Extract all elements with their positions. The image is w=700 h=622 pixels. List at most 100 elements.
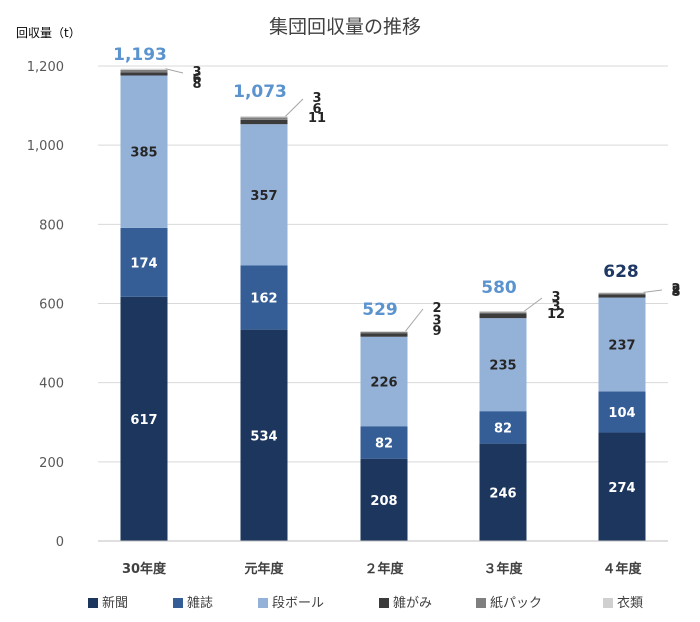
bar-total-label: 1,193 bbox=[113, 45, 167, 65]
legend-label: 衣類 bbox=[617, 595, 643, 611]
legend-label: 段ボール bbox=[272, 596, 324, 611]
x-tick-label: ４年度 bbox=[602, 561, 642, 577]
bar-value-label: 3 bbox=[671, 285, 680, 300]
bar-value-label: 12 bbox=[547, 307, 565, 322]
bar-value-label: 82 bbox=[494, 421, 512, 436]
y-tick-label: 400 bbox=[39, 377, 64, 392]
legend-swatch bbox=[603, 598, 613, 608]
legend-swatch bbox=[476, 598, 486, 608]
bar-segment bbox=[240, 329, 288, 541]
y-tick-label: 0 bbox=[56, 535, 64, 550]
bar-value-label: 274 bbox=[608, 481, 635, 496]
bar-value-label: 235 bbox=[489, 359, 516, 374]
bar-value-label: 208 bbox=[370, 494, 397, 509]
bar-segment bbox=[360, 332, 408, 334]
bar-value-label: 3 bbox=[551, 300, 560, 315]
bar-value-label: 385 bbox=[130, 146, 157, 161]
bar-value-label: 3 bbox=[551, 290, 560, 305]
bar-total-label: 1,073 bbox=[233, 82, 287, 102]
bar-segment bbox=[120, 68, 168, 70]
leader-line bbox=[524, 297, 543, 312]
bar-segment bbox=[598, 297, 646, 392]
bar-segment bbox=[479, 411, 527, 444]
bar-total-label: 580 bbox=[481, 278, 517, 298]
bar-value-label: 6 bbox=[192, 72, 201, 87]
legend-label: 新聞 bbox=[102, 595, 128, 611]
bar-value-label: 162 bbox=[250, 292, 277, 307]
chart-title: 集団回収量の推移 bbox=[269, 16, 421, 38]
bar-value-label: 237 bbox=[608, 338, 635, 353]
bar-segment bbox=[479, 311, 527, 313]
leader-line bbox=[165, 68, 184, 74]
bar-value-label: 8 bbox=[671, 285, 680, 300]
legend-swatch bbox=[379, 598, 389, 608]
bar-segment bbox=[360, 336, 408, 427]
bar-segment bbox=[120, 296, 168, 541]
bar-segment bbox=[598, 432, 646, 541]
bar-value-label: 3 bbox=[312, 91, 321, 106]
bar-value-label: 3 bbox=[192, 65, 201, 80]
x-tick-label: 30年度 bbox=[122, 561, 167, 577]
bar-value-label: 2 bbox=[671, 282, 680, 297]
y-tick-label: 200 bbox=[39, 456, 64, 471]
leader-line bbox=[643, 289, 663, 293]
bar-value-label: 534 bbox=[250, 429, 277, 444]
bar-segment bbox=[598, 292, 646, 294]
bar-segment bbox=[240, 119, 288, 125]
bar-total-label: 529 bbox=[362, 300, 398, 320]
data-labels: 6171743853681,19353416235736111,07320882… bbox=[113, 45, 680, 509]
x-tick-label: ３年度 bbox=[483, 561, 523, 577]
legend-label: 雑がみ bbox=[393, 595, 432, 611]
bar-value-label: 226 bbox=[370, 375, 397, 390]
bar-value-label: 11 bbox=[308, 111, 326, 126]
bar-segment bbox=[360, 426, 408, 459]
leader-line bbox=[405, 308, 424, 332]
bar-value-label: 82 bbox=[375, 436, 393, 451]
x-tick-label: ２年度 bbox=[364, 561, 404, 577]
axes: 0 200 400 600 800 1,000 1,200 30年度 元年度 ２年度 ３年度 ４年度 bbox=[27, 60, 668, 577]
y-axis-label: 回収量（t） bbox=[16, 26, 81, 40]
bar-value-label: 617 bbox=[130, 413, 157, 428]
legend-label: 雑誌 bbox=[187, 595, 213, 611]
x-tick-label: 元年度 bbox=[244, 561, 284, 577]
legend-swatch bbox=[258, 598, 268, 608]
leader-line bbox=[285, 98, 304, 117]
bar-value-label: 9 bbox=[432, 324, 441, 339]
bar-segment bbox=[120, 75, 168, 228]
legend-swatch bbox=[88, 598, 98, 608]
bar-segment bbox=[120, 72, 168, 76]
bar-value-label: 104 bbox=[608, 406, 635, 421]
bars bbox=[120, 68, 646, 541]
bar-value-label: 3 bbox=[432, 314, 441, 329]
bar-value-label: 246 bbox=[489, 486, 516, 501]
y-tick-label: 1,000 bbox=[27, 139, 64, 154]
legend: 新聞 雑誌 段ボール 雑がみ 紙パック 衣類 bbox=[88, 595, 643, 611]
bar-segment bbox=[120, 227, 168, 297]
bar-segment bbox=[479, 318, 527, 412]
y-tick-label: 800 bbox=[39, 218, 64, 233]
bar-segment bbox=[240, 116, 288, 118]
bar-segment bbox=[240, 124, 288, 266]
y-tick-label: 600 bbox=[39, 298, 64, 313]
bar-segment bbox=[598, 391, 646, 433]
bar-total-label: 628 bbox=[603, 262, 639, 282]
bar-segment bbox=[598, 293, 646, 295]
bar-value-label: 2 bbox=[432, 301, 441, 316]
bar-value-label: 174 bbox=[130, 256, 157, 271]
bar-segment bbox=[479, 313, 527, 319]
legend-label: 紙パック bbox=[490, 596, 542, 611]
bar-segment bbox=[479, 443, 527, 541]
y-tick-label: 1,200 bbox=[27, 60, 64, 75]
bar-value-label: 8 bbox=[192, 77, 201, 92]
bar-segment bbox=[240, 117, 288, 120]
bar-segment bbox=[598, 294, 646, 298]
bar-segment bbox=[360, 331, 408, 332]
bar-segment bbox=[360, 333, 408, 337]
bar-segment bbox=[240, 265, 288, 330]
bar-segment bbox=[360, 458, 408, 541]
gridlines bbox=[98, 65, 668, 463]
bar-segment bbox=[120, 69, 168, 73]
bar-segment bbox=[479, 312, 527, 314]
bar-value-label: 6 bbox=[312, 102, 321, 117]
